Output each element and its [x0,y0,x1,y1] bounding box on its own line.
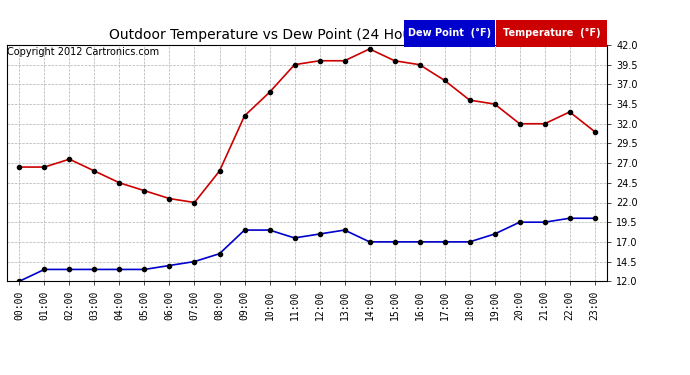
Text: Copyright 2012 Cartronics.com: Copyright 2012 Cartronics.com [7,47,159,57]
FancyBboxPatch shape [496,20,607,47]
Text: Dew Point  (°F): Dew Point (°F) [408,28,491,38]
Title: Outdoor Temperature vs Dew Point (24 Hours) 20121113: Outdoor Temperature vs Dew Point (24 Hou… [109,28,505,42]
Text: Temperature  (°F): Temperature (°F) [503,28,600,38]
FancyBboxPatch shape [404,20,495,47]
